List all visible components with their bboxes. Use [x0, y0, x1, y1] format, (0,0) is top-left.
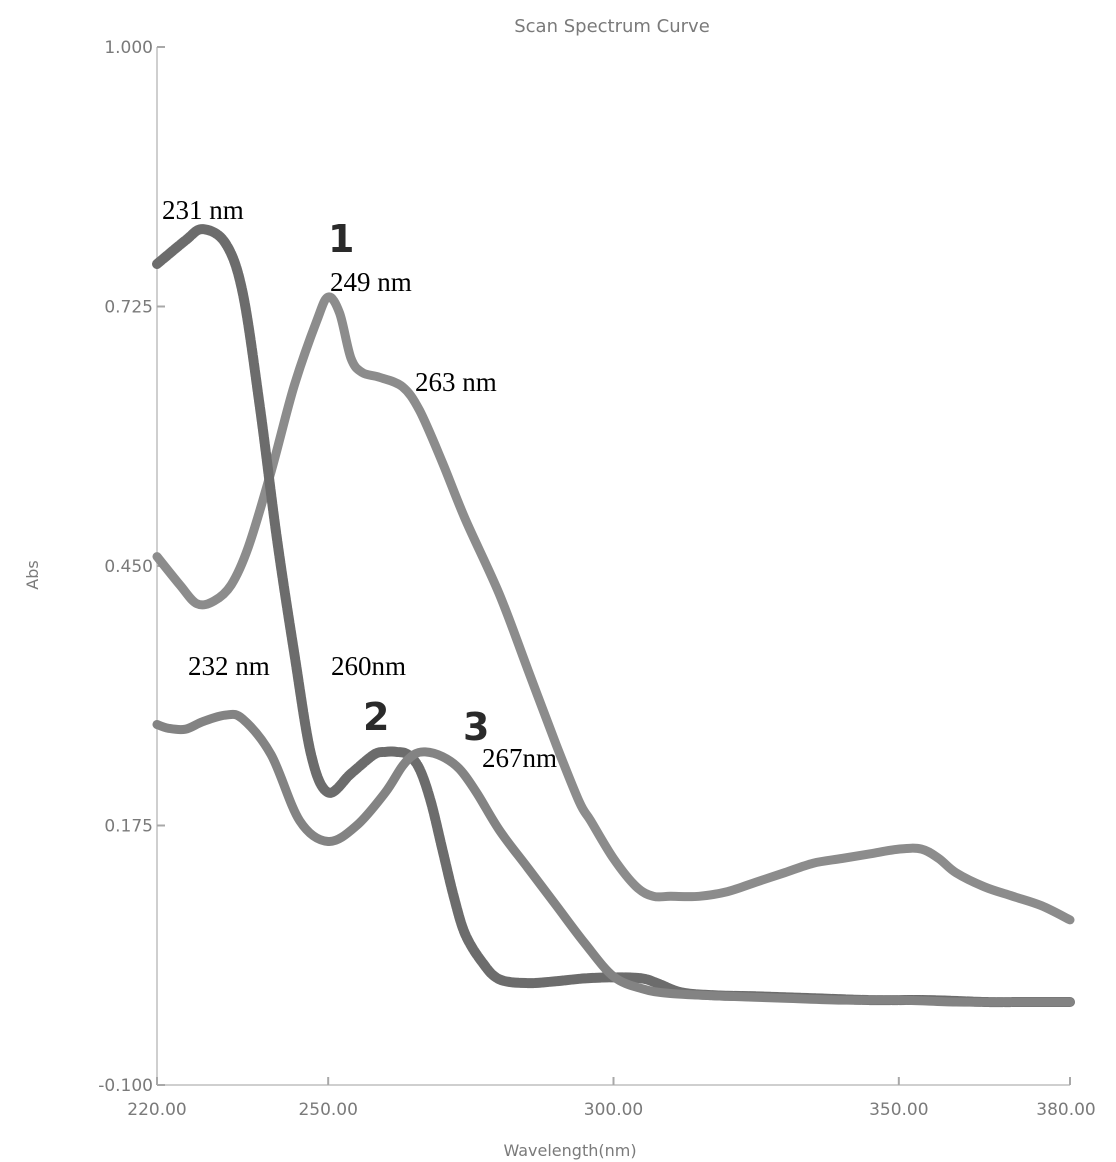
peak-label-267: 267nm — [482, 743, 557, 773]
curve-number-2: 2 — [363, 695, 389, 739]
peak-label-249: 249 nm — [330, 267, 412, 297]
y-axis-ticks: -0.100 0.175 0.450 0.725 1.000 — [98, 38, 165, 1096]
curve-number-1: 1 — [328, 217, 354, 261]
x-axis-ticks: 220.00 250.00 300.00 350.00 380.00 — [127, 1077, 1096, 1120]
peak-label-263: 263 nm — [415, 367, 497, 397]
y-tick-label: 1.000 — [104, 38, 153, 58]
series-line-1 — [152, 292, 1075, 925]
y-tick-label: 0.725 — [104, 298, 153, 318]
chart-title: Scan Spectrum Curve — [514, 16, 710, 37]
x-tick-label: 220.00 — [127, 1100, 186, 1120]
y-axis-title: Abs — [23, 560, 42, 589]
x-axis-title: Wavelength(nm) — [503, 1141, 636, 1160]
y-tick-label: 0.175 — [104, 817, 153, 837]
x-tick-label: 350.00 — [869, 1100, 928, 1120]
y-tick-label: -0.100 — [98, 1076, 153, 1096]
curve-numbers: 1 2 3 — [328, 217, 489, 749]
x-tick-label: 300.00 — [584, 1100, 643, 1120]
series-line-3 — [152, 709, 1075, 1007]
curve-number-3: 3 — [463, 705, 489, 749]
series-line-2 — [152, 224, 1075, 1008]
peak-annotations: 231 nm 249 nm 263 nm 232 nm 260nm 267nm — [162, 195, 557, 773]
x-tick-label: 380.00 — [1036, 1100, 1095, 1120]
peak-label-231: 231 nm — [162, 195, 244, 225]
x-tick-label: 250.00 — [298, 1100, 357, 1120]
y-tick-label: 0.450 — [104, 557, 153, 577]
series-layer — [152, 224, 1075, 1008]
peak-label-232: 232 nm — [188, 651, 270, 681]
peak-label-260: 260nm — [331, 651, 406, 681]
plot-axes — [156, 47, 1070, 1086]
